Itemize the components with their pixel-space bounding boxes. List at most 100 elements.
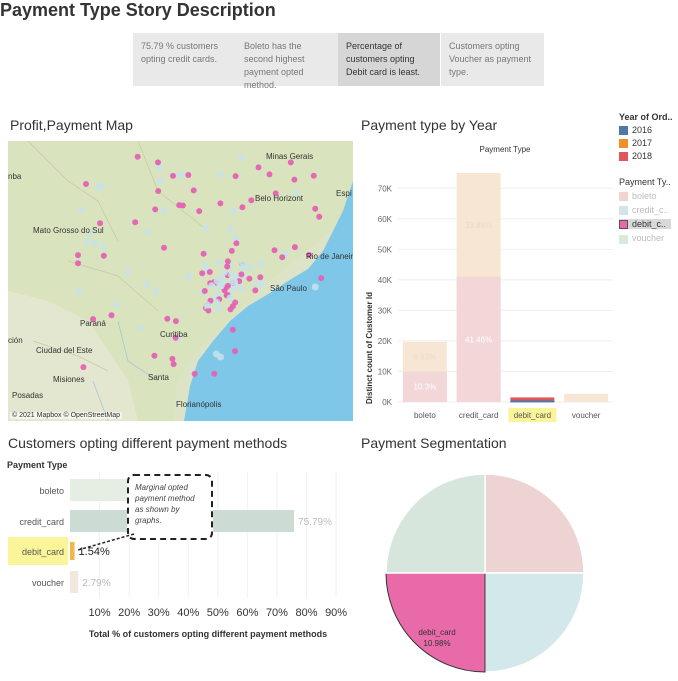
map-marker [204, 301, 212, 309]
map-marker [90, 316, 97, 323]
map-label: ción [8, 336, 23, 345]
swatch-icon [619, 126, 628, 136]
legend-item-2017[interactable]: 2017 [619, 138, 673, 149]
map-marker [217, 353, 224, 361]
map-marker [191, 370, 198, 377]
map-marker [272, 190, 279, 197]
map-marker [291, 176, 298, 183]
payment-by-year-chart: Payment Type Distinct count of Customer … [365, 145, 613, 422]
map-marker [318, 275, 325, 282]
map-marker [252, 287, 259, 294]
payment-map[interactable]: Minas Gerais Belo Horizont Mato Grosso d… [8, 141, 353, 421]
story-point-text: Percentage of customers opting Debit car… [346, 41, 421, 77]
pie-slice [484, 572, 585, 673]
map-marker [257, 260, 265, 268]
map-marker [91, 240, 99, 247]
map-marker [202, 225, 209, 233]
legend-label: voucher [632, 233, 665, 244]
legend-item-debit-card[interactable]: debit_c.. [619, 219, 671, 230]
map-attribution[interactable]: © 2021 Mapbox © OpenStreetMap [10, 412, 122, 419]
legend-item-2018[interactable]: 2018 [619, 151, 673, 162]
map-marker [291, 244, 298, 251]
legend-item-boleto[interactable]: boleto [619, 191, 671, 202]
data-label: 1.54% [79, 546, 110, 558]
map-marker [232, 348, 238, 355]
payment-legend-title: Payment Ty.. [619, 177, 671, 187]
story-point-3-active[interactable]: Percentage of customers opting Debit car… [338, 33, 440, 86]
map-marker [155, 159, 161, 166]
payment-segmentation-pie: debit_card 10.98% [385, 473, 585, 673]
story-point-2[interactable]: Boleto has the second highest payment op… [236, 33, 338, 90]
bar [70, 571, 79, 593]
legend-item-2016[interactable]: 2016 [619, 125, 673, 136]
map-marker [229, 326, 236, 333]
map-marker [216, 171, 224, 179]
map-marker [266, 171, 273, 178]
map-marker [227, 306, 234, 313]
map-label: nba [8, 172, 22, 181]
bar-segment-upper [564, 393, 609, 402]
x-tick-label: voucher [572, 411, 601, 420]
legend-item-credit-card[interactable]: credit_c.. [619, 205, 671, 216]
pie-slice-label: debit_card [418, 628, 455, 637]
map-marker [155, 165, 163, 172]
swatch-icon [619, 206, 628, 216]
bar-segment [510, 397, 555, 402]
annotation-connector [77, 533, 135, 551]
data-label: 33.88% [465, 221, 492, 230]
map-marker [217, 200, 224, 207]
legend-label: boleto [632, 191, 657, 201]
map-marker [228, 247, 235, 254]
data-label: 41.46% [465, 335, 492, 344]
x-tick-label: 60% [236, 607, 258, 619]
data-label: 10.3% [414, 383, 437, 392]
data-label: 9.53% [414, 353, 437, 362]
annotation-text: Marginal opted payment method as shown b… [135, 483, 195, 525]
map-marker [156, 177, 164, 185]
map-marker [134, 153, 141, 160]
map-marker [230, 207, 238, 215]
map-marker [170, 172, 176, 179]
swatch-icon [619, 234, 628, 244]
map-marker [258, 279, 266, 287]
story-point-1[interactable]: 75.79 % customers opting credit cards. [133, 33, 236, 86]
map-marker [215, 305, 223, 313]
map-label: Misiones [53, 375, 85, 384]
map-label: Santa [148, 373, 169, 382]
map-marker [252, 281, 260, 288]
story-point-text: Boleto has the second highest payment op… [244, 41, 305, 90]
map-canvas: Minas Gerais Belo Horizont Mato Grosso d… [8, 141, 353, 421]
map-marker [144, 228, 152, 236]
map-marker [215, 258, 223, 266]
x-tick-label: 80% [296, 607, 318, 619]
bar-segment [510, 400, 555, 403]
story-point-4[interactable]: Customers opting Voucher as payment type… [441, 33, 544, 86]
legend-item-voucher[interactable]: voucher [619, 233, 671, 244]
map-marker [228, 271, 236, 279]
x-tick-label: 30% [148, 607, 170, 619]
map-marker [143, 281, 151, 289]
map-marker [108, 312, 115, 319]
y-tick-label: 10K [378, 367, 393, 376]
map-marker [201, 288, 208, 294]
year-legend-title: Year of Ord.. [619, 112, 673, 122]
y-tick-label: 60K [378, 215, 393, 224]
map-marker [200, 250, 207, 257]
map-marker [132, 219, 139, 226]
map-marker [185, 273, 193, 281]
map-marker [75, 288, 83, 296]
map-marker [213, 299, 221, 306]
map-marker [239, 260, 247, 268]
category-label: debit_card [22, 547, 64, 557]
y-tick-label: 50K [378, 245, 393, 254]
map-label: Ciudad del Este [36, 346, 93, 355]
map-marker [238, 271, 245, 278]
map-marker [231, 278, 239, 286]
x-axis-label: Total % of customers opting different pa… [89, 629, 327, 639]
map-label: Posadas [12, 391, 43, 400]
pie-chart-title: Payment Segmentation [361, 435, 507, 451]
pie-slice-pct: 10.98% [423, 639, 450, 648]
map-marker [113, 301, 120, 309]
y-tick-label: 0K [382, 398, 392, 407]
map-marker [312, 205, 319, 212]
